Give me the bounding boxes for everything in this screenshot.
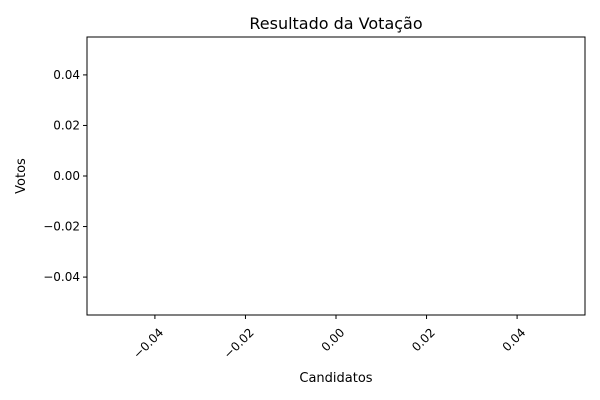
- y-tick-label: 0.02: [53, 118, 80, 132]
- y-axis-ticks: −0.04 −0.02 0.00 0.02 0.04: [43, 68, 87, 284]
- y-tick-label: 0.00: [53, 169, 80, 183]
- y-axis-label: Votos: [14, 158, 29, 194]
- y-tick-label: −0.04: [43, 270, 80, 284]
- x-tick-label: 0.00: [319, 325, 348, 354]
- y-tick-label: −0.02: [43, 220, 80, 234]
- x-tick-label: 0.02: [409, 325, 438, 354]
- y-tick-label: 0.04: [53, 68, 80, 82]
- x-axis-ticks: −0.04 −0.02 0.00 0.02 0.04: [130, 315, 528, 361]
- x-tick-label: 0.04: [500, 325, 529, 354]
- x-tick-label: −0.04: [130, 325, 166, 361]
- chart-title: Resultado da Votação: [249, 14, 422, 33]
- plot-area-frame: [86, 36, 586, 316]
- x-tick-label: −0.02: [221, 325, 257, 361]
- x-axis-label: Candidatos: [299, 371, 372, 386]
